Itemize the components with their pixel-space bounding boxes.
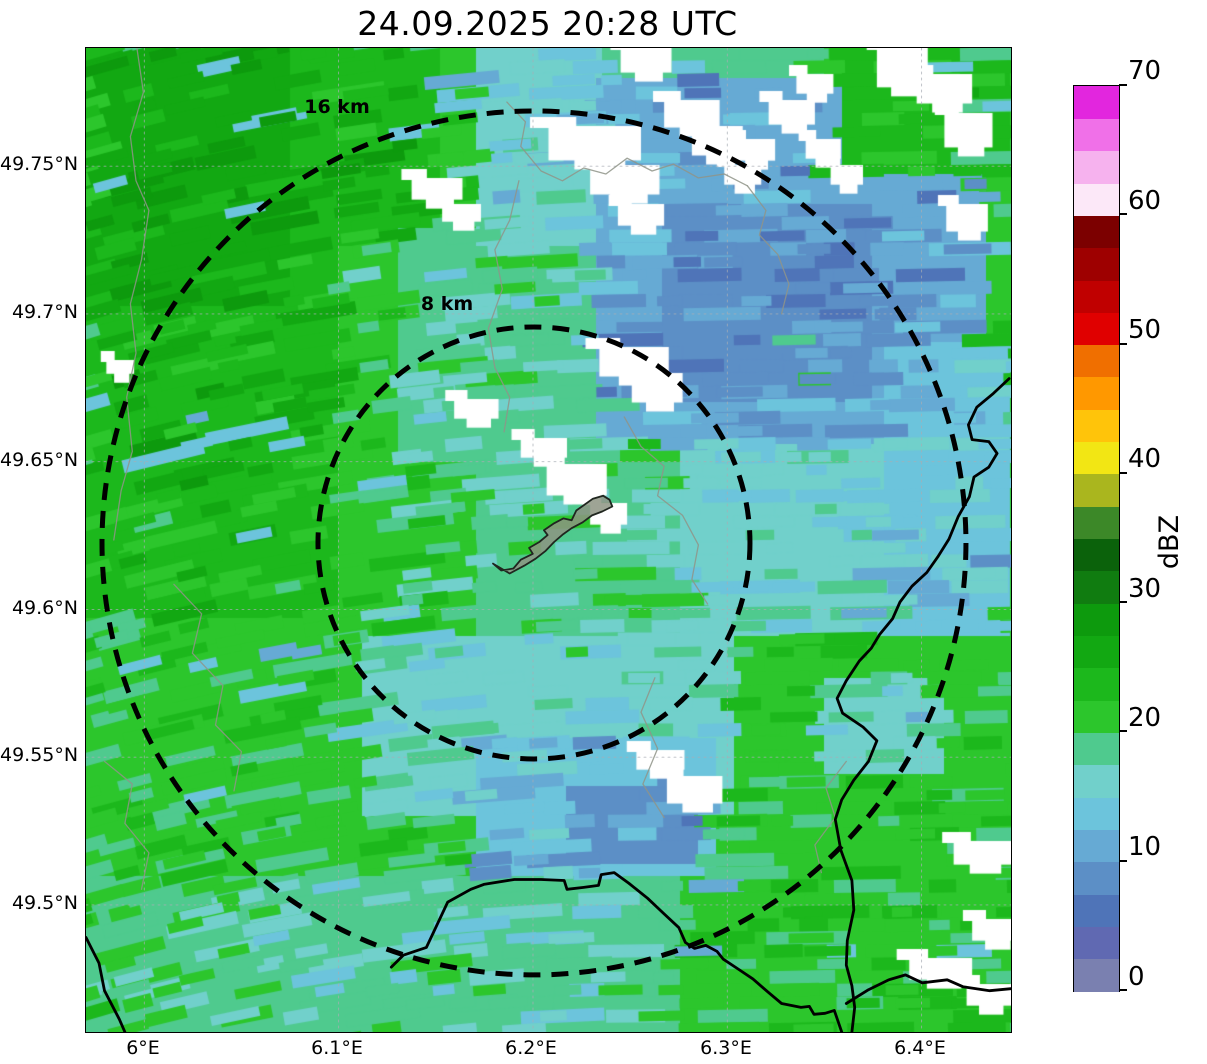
country-border — [833, 377, 1011, 1032]
colorbar-band — [1074, 926, 1119, 960]
colorbar-band — [1074, 312, 1119, 346]
admin-boundary — [103, 760, 150, 890]
map-overlay — [86, 48, 1011, 1032]
colorbar-band — [1074, 506, 1119, 540]
admin-boundary — [623, 416, 709, 605]
colorbar-band — [1074, 150, 1119, 184]
lat-tick-label: 49.75°N — [0, 153, 79, 175]
admin-boundary — [113, 48, 150, 541]
colorbar-tick-label: 20 — [1128, 703, 1162, 733]
colorbar-band — [1074, 182, 1119, 216]
colorbar-band — [1074, 829, 1119, 863]
colorbar-tick-label: 50 — [1128, 315, 1162, 345]
colorbar-band — [1074, 667, 1119, 701]
colorbar-tick-mark — [1119, 84, 1127, 86]
lon-tick-label: 6°E — [126, 1037, 160, 1059]
colorbar-band — [1074, 861, 1119, 895]
colorbar-tick-label: 40 — [1128, 444, 1162, 474]
colorbar-band — [1074, 700, 1119, 733]
lat-tick-label: 49.6°N — [11, 597, 78, 619]
colorbar-band — [1074, 764, 1119, 798]
colorbar-axis-label: dBZ — [1154, 514, 1185, 570]
colorbar-band — [1074, 118, 1119, 152]
range-ring-label-8km: 8 km — [420, 293, 474, 315]
country-border — [389, 871, 844, 1032]
lat-tick-label: 49.65°N — [0, 449, 79, 471]
range-ring-label-16km: 16 km — [304, 96, 370, 118]
lon-tick-label: 6.4°E — [894, 1037, 946, 1059]
colorbar-band — [1074, 279, 1119, 313]
lon-tick-label: 6.2°E — [505, 1037, 557, 1059]
colorbar-tick-mark — [1119, 213, 1127, 216]
admin-boundary — [640, 677, 665, 819]
colorbar-band — [1074, 635, 1119, 669]
admin-boundary — [506, 101, 749, 187]
colorbar-band — [1074, 409, 1119, 443]
lat-tick-label: 49.5°N — [11, 892, 78, 914]
range-ring-16km — [99, 108, 969, 978]
colorbar-band — [1074, 215, 1119, 249]
country-border — [844, 973, 1011, 1005]
country-border — [86, 936, 127, 1032]
colorbar-band — [1074, 570, 1119, 604]
colorbar-band — [1074, 441, 1119, 475]
lon-tick-label: 6.1°E — [311, 1037, 363, 1059]
range-ring-8km — [315, 324, 753, 762]
lat-tick-label: 49.55°N — [0, 744, 79, 766]
colorbar-band — [1074, 732, 1119, 766]
colorbar-band — [1074, 797, 1119, 830]
colorbar-tick-mark — [1119, 989, 1127, 991]
lat-tick-label: 49.7°N — [11, 301, 78, 323]
colorbar-tick-label: 0 — [1128, 962, 1145, 992]
colorbar-tick-label: 70 — [1128, 56, 1162, 86]
colorbar-tick-mark — [1119, 471, 1127, 474]
colorbar-band — [1074, 538, 1119, 572]
colorbar-band — [1074, 247, 1119, 281]
colorbar-band — [1074, 603, 1119, 637]
colorbar-band — [1074, 473, 1119, 507]
lon-tick-label: 6.3°E — [700, 1037, 752, 1059]
admin-boundary — [746, 185, 790, 315]
colorbar-band — [1074, 376, 1119, 410]
colorbar-tick-mark — [1119, 859, 1127, 862]
colorbar-tick-label: 60 — [1128, 186, 1162, 216]
colorbar-band — [1074, 894, 1119, 927]
colorbar-tick-label: 10 — [1128, 832, 1162, 862]
colorbar-tick-mark — [1119, 730, 1127, 733]
page-title: 24.09.2025 20:28 UTC — [357, 4, 738, 43]
admin-boundary — [173, 583, 243, 792]
colorbar-band — [1074, 958, 1119, 992]
colorbar-tick-mark — [1119, 342, 1127, 345]
city-outline — [492, 494, 614, 575]
colorbar-tick-mark — [1119, 601, 1127, 604]
admin-boundary — [487, 180, 520, 433]
colorbar — [1073, 85, 1120, 992]
colorbar-tick-label: 30 — [1128, 574, 1162, 604]
radar-map — [85, 47, 1012, 1033]
colorbar-band — [1074, 86, 1119, 119]
colorbar-band — [1074, 344, 1119, 378]
